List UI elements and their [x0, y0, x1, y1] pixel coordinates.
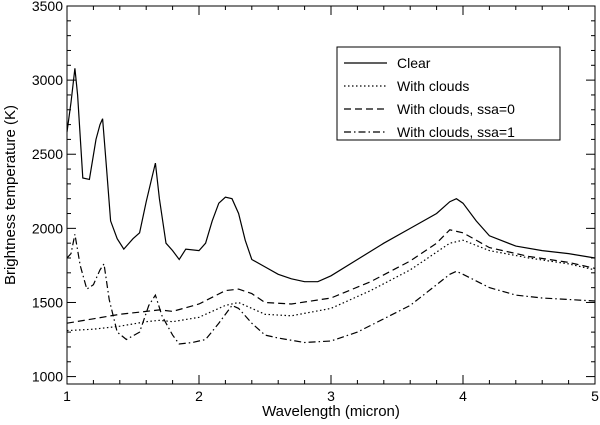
x-tick-label: 1	[63, 388, 71, 404]
x-tick-label: 3	[327, 388, 335, 404]
y-axis-label: Brightness temperature (K)	[2, 105, 19, 285]
series-group	[66, 68, 596, 345]
y-tick-label: 2500	[32, 146, 63, 162]
x-tick-label: 5	[591, 388, 599, 404]
legend-label: Clear	[397, 55, 431, 71]
legend-label: With clouds, ssa=1	[397, 124, 515, 140]
y-tick-label: 3500	[32, 0, 63, 14]
series-line-2	[66, 239, 596, 332]
series-line-3	[66, 229, 596, 324]
x-axis-label: Wavelength (micron)	[262, 403, 400, 420]
y-tick-label: 1500	[32, 294, 63, 310]
y-tick-label: 2000	[32, 220, 63, 236]
series-line-4	[66, 234, 596, 345]
y-tick-label: 3000	[32, 72, 63, 88]
x-tick-label: 2	[195, 388, 203, 404]
legend: Clear With clouds With clouds, ssa=0 With c…	[336, 46, 561, 141]
tick-group: 1 2 3 4 5 1000 1500 2000 2500 3000 3500	[32, 0, 599, 404]
y-tick-label: 1000	[32, 369, 63, 385]
x-tick-label: 4	[459, 388, 467, 404]
series-line-1	[66, 68, 596, 283]
legend-label: With clouds, ssa=0	[397, 101, 515, 117]
legend-label: With clouds	[397, 78, 469, 94]
